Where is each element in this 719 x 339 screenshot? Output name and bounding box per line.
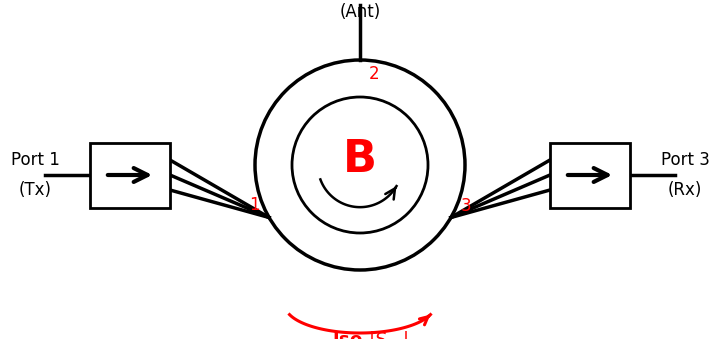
Text: Iso $|S_{31}|$: Iso $|S_{31}|$: [332, 329, 408, 339]
Text: (Rx): (Rx): [668, 181, 702, 199]
Text: 1: 1: [249, 197, 260, 215]
Bar: [90, 142, 170, 207]
Text: (Ant): (Ant): [339, 3, 380, 21]
Text: 2: 2: [369, 65, 380, 83]
Text: B: B: [343, 139, 377, 181]
Text: Port 3: Port 3: [661, 151, 710, 169]
Bar: [550, 142, 630, 207]
Text: Port 1: Port 1: [11, 151, 60, 169]
Text: 3: 3: [461, 197, 471, 215]
Text: (Tx): (Tx): [19, 181, 52, 199]
